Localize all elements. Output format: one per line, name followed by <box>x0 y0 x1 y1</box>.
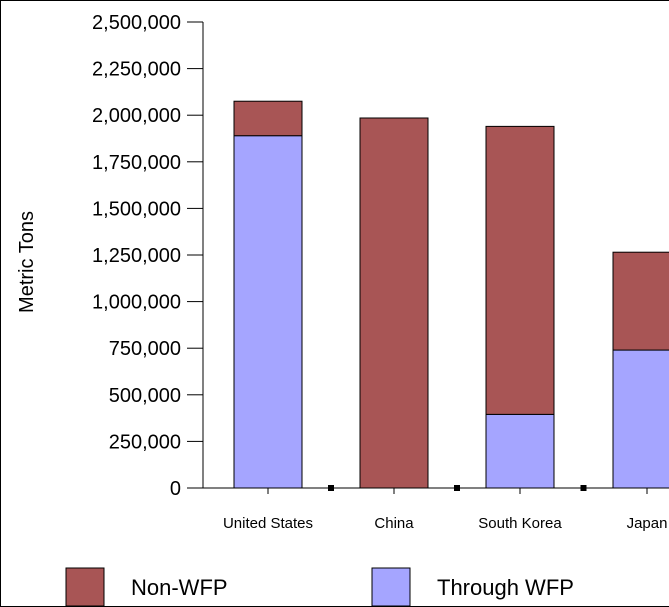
x-tick-label: South Korea <box>478 515 562 532</box>
bar-segment <box>233 135 303 489</box>
bar-segment <box>233 100 303 137</box>
bar-segment <box>612 251 669 351</box>
x-tick-label: China <box>374 515 414 532</box>
legend-swatch <box>371 567 411 607</box>
y-tick-label: 2,000,000 <box>92 105 181 127</box>
x-tick-label: United States <box>223 515 313 532</box>
y-tick-label: 1,250,000 <box>92 245 181 267</box>
bars <box>233 100 669 489</box>
bar-segment <box>485 413 555 489</box>
y-tick-label: 500,000 <box>109 385 181 407</box>
bar-segment <box>612 349 669 489</box>
bar-segment <box>359 117 429 489</box>
y-tick-label: 1,750,000 <box>92 152 181 174</box>
legend: Non-WFP Through WFP <box>65 567 574 607</box>
y-tick-label: 1,500,000 <box>92 198 181 220</box>
legend-label: Through WFP <box>437 575 574 600</box>
legend-label: Non-WFP <box>131 575 228 600</box>
category-separator-mark <box>580 485 587 491</box>
x-axis: United States China South Korea Japan <box>203 485 669 532</box>
category-separator-mark <box>454 485 460 491</box>
y-tick-label: 2,250,000 <box>92 59 181 81</box>
category-separator-mark <box>328 485 334 491</box>
y-axis: 0 250,000 500,000 750,000 1,000,000 1,250,000… <box>92 12 204 500</box>
y-tick-label: 750,000 <box>109 338 181 360</box>
y-tick-label: 2,500,000 <box>92 12 181 34</box>
y-tick-label: 1,000,000 <box>92 292 181 314</box>
bar-segment <box>485 125 555 415</box>
x-tick-label: Japan <box>627 515 668 532</box>
legend-swatch <box>65 567 105 607</box>
y-tick-label: 250,000 <box>109 431 181 453</box>
y-tick-label: 0 <box>170 478 181 500</box>
y-axis-title: Metric Tons <box>16 211 38 313</box>
